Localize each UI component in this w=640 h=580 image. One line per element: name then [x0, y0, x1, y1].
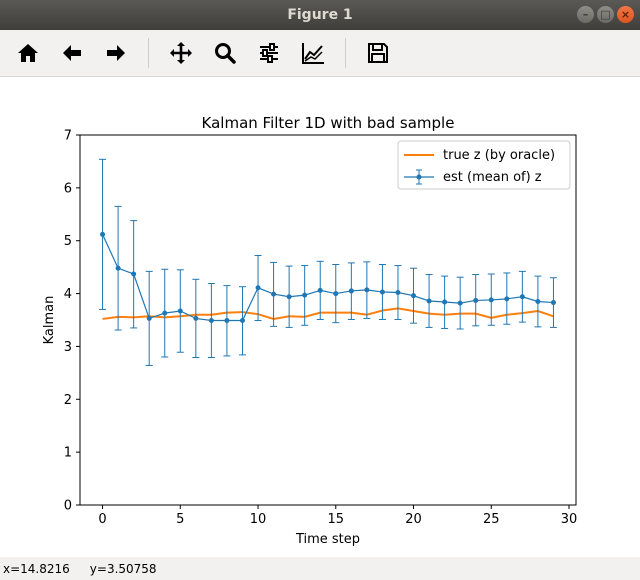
x-tick-label: 0: [98, 512, 106, 527]
title-bar[interactable]: Figure 1 – □ ×: [0, 0, 640, 30]
data-point-est-z: [255, 285, 261, 291]
home-button[interactable]: [6, 33, 50, 73]
data-point-est-z: [208, 318, 214, 324]
data-point-est-z: [535, 299, 541, 304]
data-point-est-z: [348, 288, 354, 294]
arrow-right-icon: [107, 45, 125, 61]
data-point-est-z: [146, 315, 152, 321]
navigation-toolbar: [0, 30, 640, 77]
pan-button[interactable]: [159, 33, 203, 73]
data-point-est-z: [519, 294, 525, 300]
data-point-est-z: [286, 294, 292, 300]
data-point-est-z: [162, 310, 168, 316]
legend: true z (by oracle) est (mean of) z: [397, 140, 571, 190]
edit-axes-button[interactable]: [291, 33, 335, 73]
data-point-est-z: [224, 318, 230, 324]
data-point-est-z: [411, 293, 417, 299]
y-tick-label: 7: [64, 129, 72, 144]
data-point-est-z: [395, 290, 401, 296]
data-point-est-z: [193, 315, 199, 321]
data-point-est-z: [115, 265, 121, 271]
legend-box: [397, 140, 571, 190]
cursor-y-readout: y=3.50758: [89, 561, 157, 576]
chart-title: Kalman Filter 1D with bad sample: [202, 114, 455, 132]
legend-label-est-z: est (mean of) z: [443, 170, 542, 185]
data-point-est-z: [550, 300, 556, 306]
magnifier-icon: [215, 43, 236, 64]
data-point-est-z: [473, 297, 479, 303]
kalman-chart[interactable]: 0 5 10 15 20 25 30 0 1 2 3 4 5 6 7 Kalman Filter 1D wi…: [0, 77, 640, 557]
y-axis-label: Kalman: [42, 296, 57, 345]
x-tick-label: 25: [483, 512, 500, 527]
data-point-est-z: [271, 291, 277, 297]
line-chart-icon: [302, 43, 324, 64]
minimize-button[interactable]: –: [577, 6, 594, 23]
toolbar-separator: [345, 38, 346, 68]
configure-subplots-button[interactable]: [247, 33, 291, 73]
y-tick-label: 2: [64, 393, 72, 408]
x-tick-label: 30: [561, 512, 578, 527]
data-point-est-z: [426, 298, 432, 304]
data-point-est-z: [333, 291, 339, 297]
cursor-x-readout: x=14.8216: [3, 561, 70, 576]
home-icon: [18, 44, 38, 62]
data-point-est-z: [364, 287, 370, 293]
series-line-est-z: [102, 234, 554, 322]
y-tick-label: 6: [64, 181, 72, 196]
data-point-est-z: [100, 231, 106, 237]
window-title: Figure 1: [287, 7, 353, 23]
zoom-button[interactable]: [203, 33, 247, 73]
close-button[interactable]: ×: [617, 6, 634, 23]
save-button[interactable]: [356, 33, 400, 73]
axes-frame: [79, 134, 577, 506]
x-tick-label: 10: [250, 512, 267, 527]
y-tick-label: 5: [64, 234, 72, 249]
data-point-est-z: [317, 287, 323, 293]
x-tick-label: 15: [328, 512, 345, 527]
arrow-left-icon: [63, 45, 81, 61]
forward-button[interactable]: [94, 33, 138, 73]
data-point-est-z: [457, 300, 463, 306]
figure-canvas[interactable]: 0 5 10 15 20 25 30 0 1 2 3 4 5 6 7 Kalman Filter 1D wi…: [0, 77, 640, 557]
legend-marker-est-z: [404, 169, 434, 185]
data-point-est-z: [177, 308, 183, 314]
legend-label-true-z: true z (by oracle): [443, 148, 555, 163]
status-bar: x=14.8216 y=3.50758: [0, 557, 640, 580]
back-button[interactable]: [50, 33, 94, 73]
data-point-est-z: [239, 318, 245, 324]
data-point-est-z: [379, 289, 385, 295]
series-line-true-z: [102, 307, 554, 320]
data-point-est-z: [504, 296, 510, 302]
y-tick-label: 1: [64, 446, 72, 461]
data-point-est-z: [442, 299, 448, 305]
x-tick-label: 20: [405, 512, 422, 527]
data-point-est-z: [131, 271, 137, 277]
toolbar-separator: [148, 38, 149, 68]
x-axis-label: Time step: [295, 532, 360, 547]
y-tick-label: 4: [64, 287, 72, 302]
y-tick-label: 0: [64, 499, 72, 514]
move-icon: [170, 42, 192, 64]
sliders-icon: [260, 43, 278, 63]
y-tick-label: 3: [64, 340, 72, 355]
x-tick-label: 5: [176, 512, 184, 527]
maximize-button[interactable]: □: [597, 6, 614, 23]
data-point-est-z: [302, 292, 308, 298]
window-controls: – □ ×: [577, 6, 634, 23]
data-point-est-z: [488, 297, 494, 303]
floppy-disk-icon: [368, 43, 388, 63]
